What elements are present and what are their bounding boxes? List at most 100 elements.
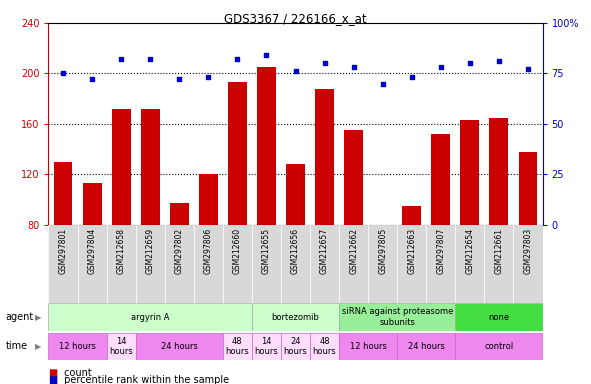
Bar [112, 109, 131, 225]
Text: GSM212662: GSM212662 [349, 228, 358, 274]
Bar [223, 225, 252, 303]
Bar [106, 225, 136, 303]
Point [378, 81, 388, 87]
Bar [315, 89, 334, 225]
Bar [223, 333, 252, 360]
Point [349, 65, 358, 71]
Bar [77, 225, 106, 303]
Bar [485, 225, 514, 303]
Text: GSM212660: GSM212660 [233, 228, 242, 274]
Text: 24 hours: 24 hours [408, 342, 444, 351]
Text: 48
hours: 48 hours [226, 337, 249, 356]
Bar [518, 152, 537, 225]
Point [494, 58, 504, 65]
Text: 12 hours: 12 hours [59, 342, 96, 351]
Bar [426, 225, 455, 303]
Text: count: count [61, 368, 92, 378]
Point [523, 66, 532, 73]
Text: time: time [5, 341, 27, 351]
Bar [397, 225, 426, 303]
Text: GSM297801: GSM297801 [59, 228, 67, 274]
Bar [286, 164, 305, 225]
Bar [368, 225, 397, 303]
Bar [397, 333, 455, 360]
Point [145, 56, 155, 63]
Bar [199, 174, 217, 225]
Bar [431, 134, 450, 225]
Bar [281, 333, 310, 360]
Text: GSM297802: GSM297802 [175, 228, 184, 274]
Point [59, 70, 68, 76]
Bar [281, 225, 310, 303]
Text: GSM297803: GSM297803 [524, 228, 532, 274]
Bar [460, 120, 479, 225]
Bar [136, 225, 165, 303]
Text: GSM212661: GSM212661 [495, 228, 504, 274]
Bar [194, 225, 223, 303]
Bar [48, 225, 77, 303]
Point [291, 68, 300, 74]
Bar [339, 225, 368, 303]
Text: GSM212658: GSM212658 [116, 228, 126, 274]
Text: GSM212656: GSM212656 [291, 228, 300, 274]
Text: bortezomib: bortezomib [271, 313, 320, 322]
Point [203, 74, 213, 81]
Text: GSM212663: GSM212663 [407, 228, 416, 274]
Text: GSM212654: GSM212654 [465, 228, 475, 274]
Text: GSM212659: GSM212659 [146, 228, 155, 274]
Bar [339, 303, 455, 331]
Point [436, 65, 446, 71]
Bar [252, 303, 339, 331]
Text: GSM297805: GSM297805 [378, 228, 387, 274]
Text: 14
hours: 14 hours [109, 337, 133, 356]
Point [262, 52, 271, 58]
Bar [48, 333, 106, 360]
Text: GSM297806: GSM297806 [204, 228, 213, 274]
Bar [455, 225, 485, 303]
Text: 14
hours: 14 hours [255, 337, 278, 356]
Text: 24
hours: 24 hours [284, 337, 307, 356]
Bar [489, 118, 508, 225]
Text: argyrin A: argyrin A [131, 313, 170, 322]
Bar [310, 333, 339, 360]
Bar [455, 333, 543, 360]
Text: GSM212657: GSM212657 [320, 228, 329, 274]
Text: GDS3367 / 226166_x_at: GDS3367 / 226166_x_at [224, 12, 367, 25]
Text: 12 hours: 12 hours [350, 342, 387, 351]
Bar [344, 130, 363, 225]
Bar [257, 67, 276, 225]
Bar [455, 303, 543, 331]
Point [407, 74, 417, 81]
Text: 48
hours: 48 hours [313, 337, 336, 356]
Bar [252, 333, 281, 360]
Bar [228, 82, 247, 225]
Bar [136, 333, 223, 360]
Point [320, 60, 329, 66]
Text: GSM297807: GSM297807 [436, 228, 445, 274]
Bar [402, 206, 421, 225]
Bar [514, 225, 543, 303]
Bar [48, 303, 252, 331]
Text: siRNA against proteasome
subunits: siRNA against proteasome subunits [342, 308, 453, 327]
Text: percentile rank within the sample: percentile rank within the sample [61, 375, 229, 384]
Text: ▶: ▶ [35, 313, 41, 322]
Bar [252, 225, 281, 303]
Text: ▶: ▶ [35, 342, 41, 351]
Point [465, 60, 475, 66]
Point [87, 76, 97, 83]
Bar [141, 109, 160, 225]
Text: GSM297804: GSM297804 [87, 228, 96, 274]
Bar [310, 225, 339, 303]
Text: none: none [488, 313, 509, 322]
Bar [106, 333, 136, 360]
Text: agent: agent [5, 312, 34, 322]
Text: 24 hours: 24 hours [161, 342, 197, 351]
Text: control: control [484, 342, 514, 351]
Point [116, 56, 126, 63]
Text: ■: ■ [48, 375, 58, 384]
Point [233, 56, 242, 63]
Point [174, 76, 184, 83]
Text: ■: ■ [48, 368, 58, 378]
Bar [170, 203, 189, 225]
Bar [339, 333, 397, 360]
